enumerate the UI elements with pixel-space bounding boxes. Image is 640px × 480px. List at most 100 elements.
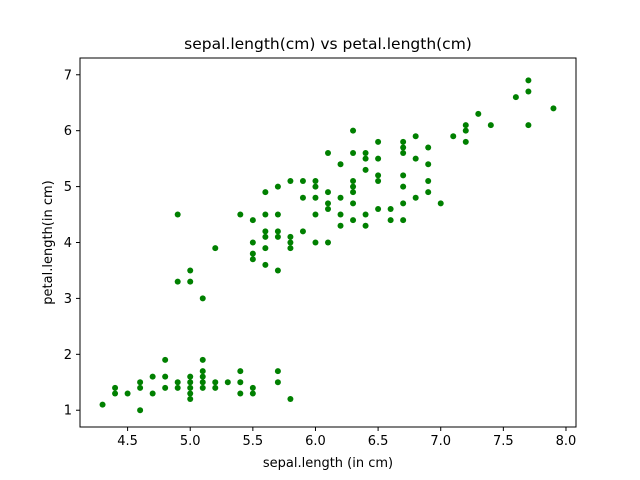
data-point	[362, 211, 369, 218]
data-point	[337, 194, 344, 201]
data-point	[137, 379, 144, 386]
data-point	[337, 161, 344, 168]
data-point	[199, 368, 206, 375]
data-point	[487, 122, 494, 129]
data-point	[274, 368, 281, 375]
data-point	[249, 239, 256, 246]
data-point	[437, 200, 444, 207]
data-point	[187, 396, 194, 403]
chart-title: sepal.length(cm) vs petal.length(cm)	[184, 35, 472, 53]
y-tick-label: 4	[64, 236, 72, 251]
data-point	[325, 200, 331, 207]
data-point	[350, 183, 357, 190]
data-point	[325, 239, 331, 246]
data-point	[287, 239, 294, 246]
data-point	[475, 110, 482, 117]
data-point	[262, 233, 269, 240]
data-point	[425, 161, 432, 168]
data-point	[312, 239, 319, 246]
y-tick-label: 5	[64, 180, 72, 195]
data-point	[187, 267, 194, 274]
data-point	[162, 384, 169, 391]
data-point	[375, 178, 382, 184]
data-point	[312, 211, 319, 218]
data-point	[262, 189, 269, 196]
data-point	[187, 384, 194, 391]
data-point	[299, 178, 306, 184]
data-point	[274, 183, 281, 190]
data-point	[350, 127, 357, 134]
data-point	[112, 390, 119, 397]
x-tick-label: 7.0	[430, 434, 451, 449]
data-point	[249, 384, 256, 391]
data-point	[262, 228, 269, 235]
data-point	[149, 373, 156, 380]
data-point	[187, 373, 194, 380]
data-point	[350, 178, 357, 184]
data-point	[199, 356, 206, 363]
data-point	[174, 384, 181, 391]
data-point	[162, 373, 169, 380]
data-point	[274, 379, 281, 386]
data-point	[287, 396, 294, 403]
data-point	[262, 211, 269, 218]
x-tick-label: 8.0	[556, 434, 577, 449]
data-point	[400, 217, 407, 224]
data-point	[400, 172, 407, 179]
data-point	[462, 127, 469, 134]
data-point	[312, 183, 319, 190]
data-point	[212, 384, 219, 391]
data-point	[337, 211, 344, 218]
data-point	[325, 189, 331, 196]
data-point	[249, 390, 256, 397]
data-point	[550, 105, 557, 112]
data-point	[362, 155, 369, 162]
data-point	[375, 205, 382, 212]
data-point	[312, 178, 319, 184]
data-point	[375, 172, 382, 179]
data-point	[425, 189, 432, 196]
x-axis-title: sepal.length (in cm)	[263, 456, 393, 471]
data-point	[112, 384, 119, 391]
data-point	[337, 222, 344, 229]
data-point	[137, 407, 144, 414]
data-point	[174, 379, 181, 386]
data-point	[375, 138, 382, 145]
data-point	[187, 390, 194, 397]
x-tick-label: 7.5	[493, 434, 514, 449]
data-point	[350, 217, 357, 224]
data-point	[325, 205, 331, 212]
points-layer	[99, 77, 557, 414]
data-point	[249, 250, 256, 257]
data-point	[287, 233, 294, 240]
data-point	[299, 194, 306, 201]
data-point	[362, 150, 369, 157]
data-point	[212, 379, 219, 386]
data-point	[249, 256, 256, 263]
data-point	[350, 150, 357, 157]
data-point	[187, 278, 194, 285]
data-point	[462, 122, 469, 129]
data-point	[199, 373, 206, 380]
data-point	[199, 295, 206, 302]
data-point	[387, 217, 394, 224]
data-point	[174, 278, 181, 285]
y-tick-label: 3	[64, 292, 72, 307]
data-point	[425, 178, 432, 184]
data-point	[262, 245, 269, 252]
data-point	[525, 122, 532, 129]
data-point	[325, 150, 331, 157]
data-point	[137, 384, 144, 391]
data-point	[400, 138, 407, 145]
x-axis: 4.5 5.0 5.5 6.0 6.5 7.0 7.5 8.0	[117, 427, 576, 449]
data-point	[199, 379, 206, 386]
data-point	[274, 233, 281, 240]
data-point	[387, 205, 394, 212]
data-point	[375, 155, 382, 162]
data-point	[400, 150, 407, 157]
data-point	[400, 144, 407, 151]
data-point	[512, 94, 519, 101]
y-tick-label: 7	[64, 68, 72, 83]
